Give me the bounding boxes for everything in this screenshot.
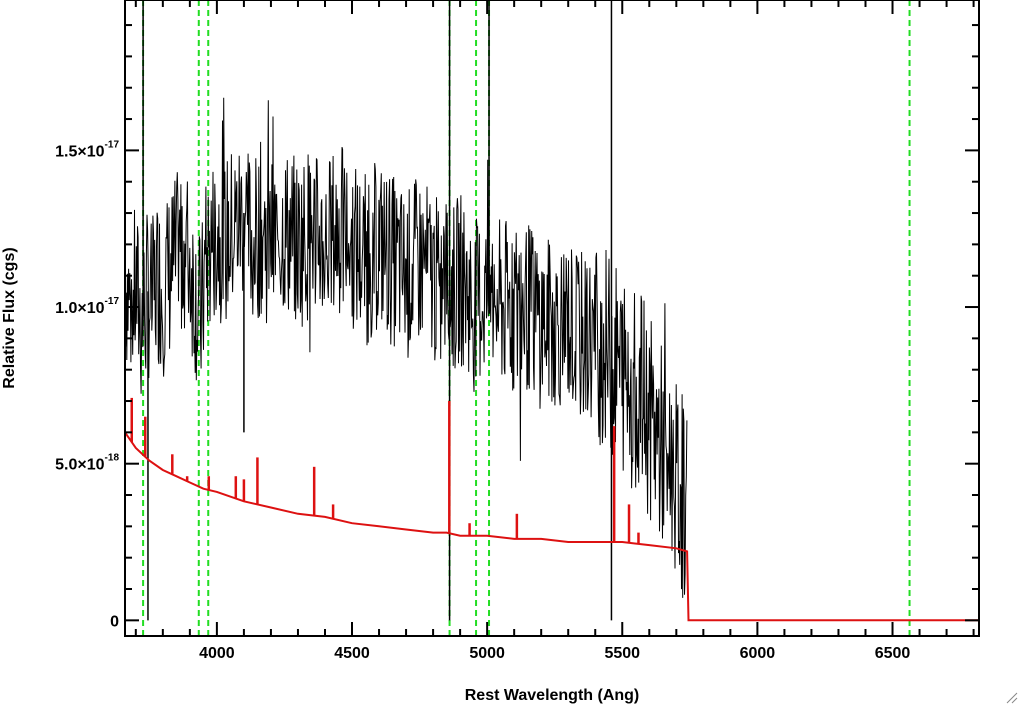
y-tick-label: 5.0×10-18 [55, 453, 119, 474]
x-tick-label: 6000 [740, 645, 776, 662]
plot-border [124, 0, 980, 637]
y-axis-ticks: 0 5.0×10-18 1.0×10-17 1.5×10-17 [55, 24, 979, 630]
model-fit-line [125, 431, 979, 622]
x-tick-label: 5000 [469, 645, 505, 662]
x-tick-label: 5500 [604, 645, 640, 662]
x-tick-label: 6500 [875, 645, 911, 662]
x-axis-title: Rest Wavelength (Ang) [465, 687, 640, 704]
spectrum-flux-line [125, 97, 688, 598]
y-axis-title: Relative Flux (cgs) [1, 247, 18, 388]
y-tick-label: 1.5×10-17 [55, 139, 119, 160]
y-tick-label: 1.0×10-17 [55, 296, 119, 317]
x-axis-ticks: 4000 4500 5000 5500 6000 6500 [134, 0, 975, 662]
resize-grip-icon[interactable] [1004, 690, 1018, 704]
plot-frame [124, 0, 980, 637]
y-tick-label: 0 [110, 613, 119, 630]
x-tick-label: 4000 [199, 645, 235, 662]
x-tick-label: 4500 [334, 645, 370, 662]
spectrum-series [125, 0, 979, 622]
